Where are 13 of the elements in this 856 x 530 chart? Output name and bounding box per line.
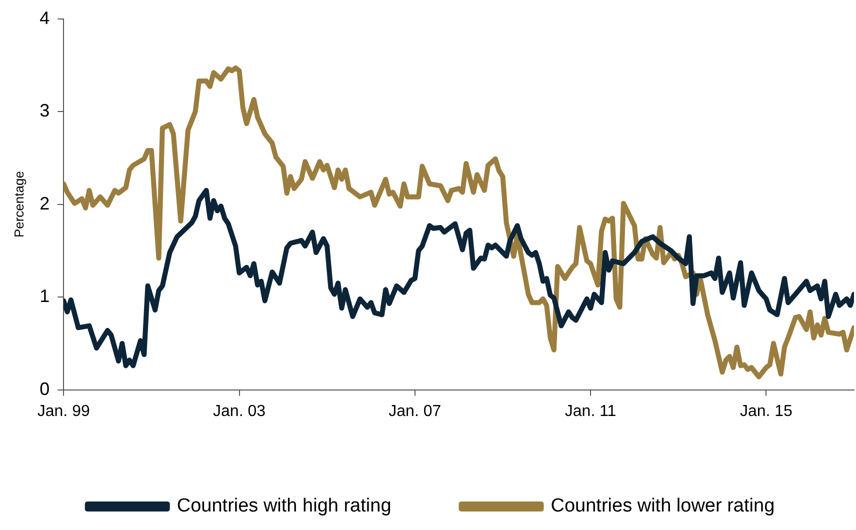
legend-label: Countries with lower rating bbox=[550, 496, 775, 517]
x-tick-label: Jan. 99 bbox=[37, 402, 90, 420]
y-axis-title: Percentage bbox=[11, 171, 26, 238]
y-tick-label: 0 bbox=[40, 378, 50, 399]
x-tick-label: Jan. 11 bbox=[564, 402, 616, 420]
x-tick-label: Jan. 03 bbox=[213, 402, 266, 420]
y-tick-label: 3 bbox=[40, 100, 50, 121]
x-tick-label: Jan. 15 bbox=[740, 402, 793, 420]
y-tick-label: 1 bbox=[40, 286, 50, 306]
y-tick-label: 2 bbox=[40, 193, 50, 214]
y-tick-label: 4 bbox=[40, 8, 50, 28]
x-tick-label: Jan. 07 bbox=[388, 402, 442, 420]
legend-label: Countries with high rating bbox=[176, 496, 392, 517]
